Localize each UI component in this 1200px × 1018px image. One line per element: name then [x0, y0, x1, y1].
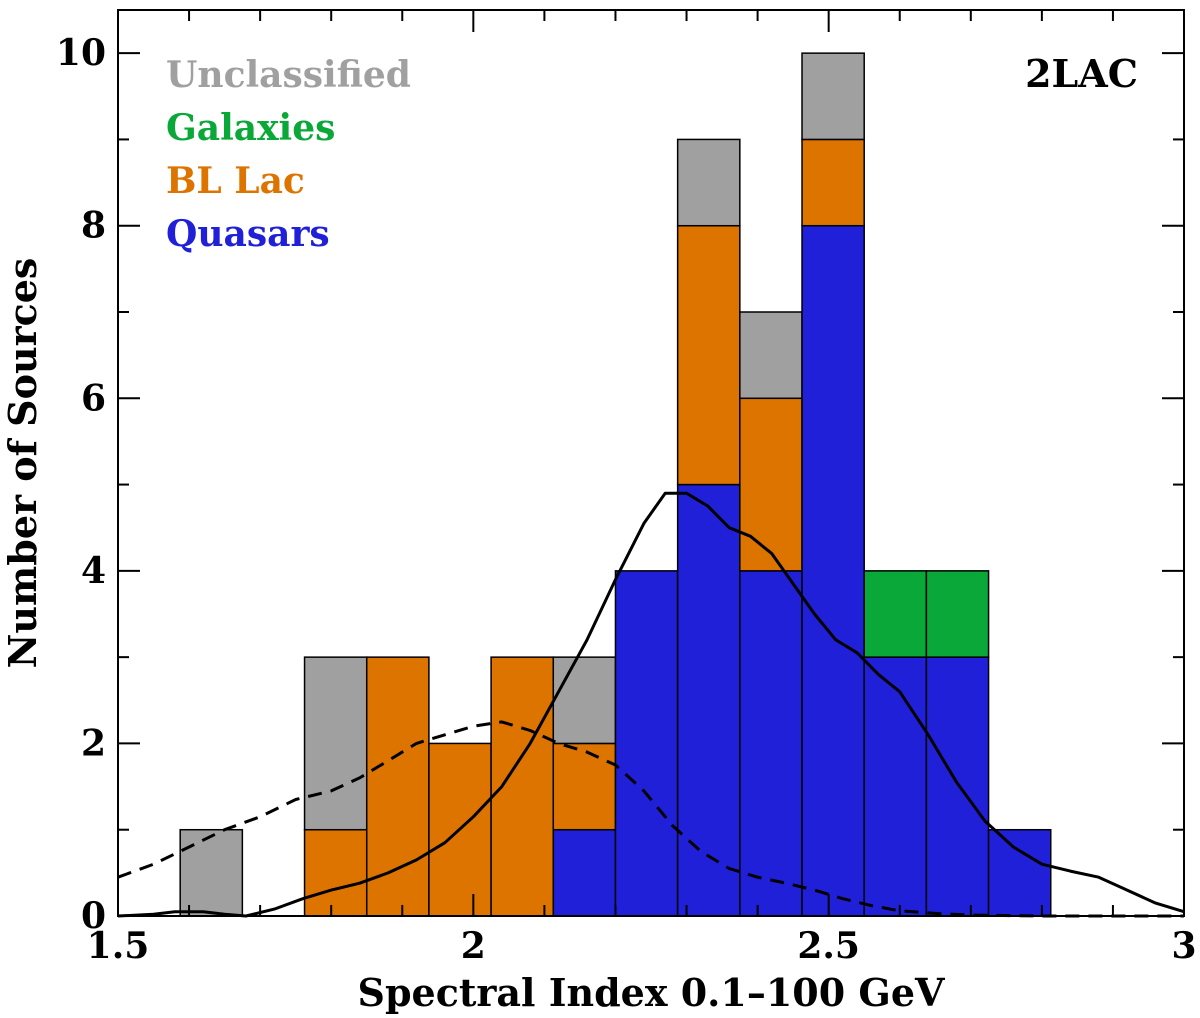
curve-solid-kde	[117, 491, 1185, 918]
legend-galaxies: Galaxies	[166, 107, 335, 149]
bar-quasars-bin-11	[863, 656, 928, 917]
y-tick-label: 4	[81, 550, 106, 592]
bar-quasars-bin-9	[739, 570, 803, 917]
bar-bl-lac-bin-6	[552, 742, 617, 831]
legend-unclassified: Unclassified	[166, 54, 411, 96]
legend: Unclassified Galaxies BL Lac Quasars	[166, 54, 411, 255]
x-tick-label: 2.5	[797, 925, 860, 967]
bars-layer	[179, 52, 1052, 917]
bar-unclassified-bin-9	[739, 311, 803, 400]
bar-unclassified-bin-2	[303, 656, 368, 831]
y-axis-label: Number of Sources	[0, 258, 45, 669]
bar-unclassified-bin-8	[676, 138, 741, 227]
axis-ticks: 1.5 2 2.5 3 0 2 4 6 8 10	[56, 10, 1197, 967]
curves-layer	[117, 491, 1185, 918]
bar-bl-lac-bin-8	[676, 224, 741, 486]
x-tick-label: 3	[1171, 925, 1196, 967]
bar-bl-lac-bin-2	[303, 828, 368, 917]
bar-bl-lac-bin-3	[365, 656, 430, 917]
x-tick-label: 1.5	[87, 925, 150, 967]
y-tick-label: 8	[81, 205, 106, 247]
plot-frame	[117, 9, 1185, 917]
curve-dashed-kde	[117, 720, 1184, 918]
y-tick-label: 2	[81, 722, 106, 764]
bar-quasars-bin-10	[801, 224, 865, 917]
bar-quasars-bin-13	[987, 828, 1052, 917]
x-axis-label: Spectral Index 0.1–100 GeV	[358, 970, 947, 1015]
y-tick-label: 0	[81, 895, 106, 937]
bar-unclassified-bin-10	[801, 52, 865, 141]
bar-quasars-bin-8	[676, 483, 741, 917]
chart-title: 2LAC	[1025, 51, 1138, 96]
bar-quasars-bin-7	[614, 570, 679, 917]
bar-bl-lac-bin-9	[739, 397, 803, 572]
bar-quasars-bin-12	[925, 656, 990, 917]
bar-galaxies-bin-12	[925, 570, 990, 658]
bar-quasars-bin-6	[552, 828, 617, 917]
x-tick-label: 2	[461, 925, 486, 967]
legend-quasars: Quasars	[166, 213, 330, 255]
bar-galaxies-bin-11	[863, 570, 928, 658]
bar-bl-lac-bin-10	[801, 138, 865, 227]
bar-unclassified-bin-0	[179, 828, 244, 917]
y-tick-label: 6	[81, 377, 106, 419]
y-tick-label: 10	[56, 32, 106, 74]
bar-unclassified-bin-6	[552, 656, 617, 745]
legend-bl-lac: BL Lac	[166, 160, 305, 202]
